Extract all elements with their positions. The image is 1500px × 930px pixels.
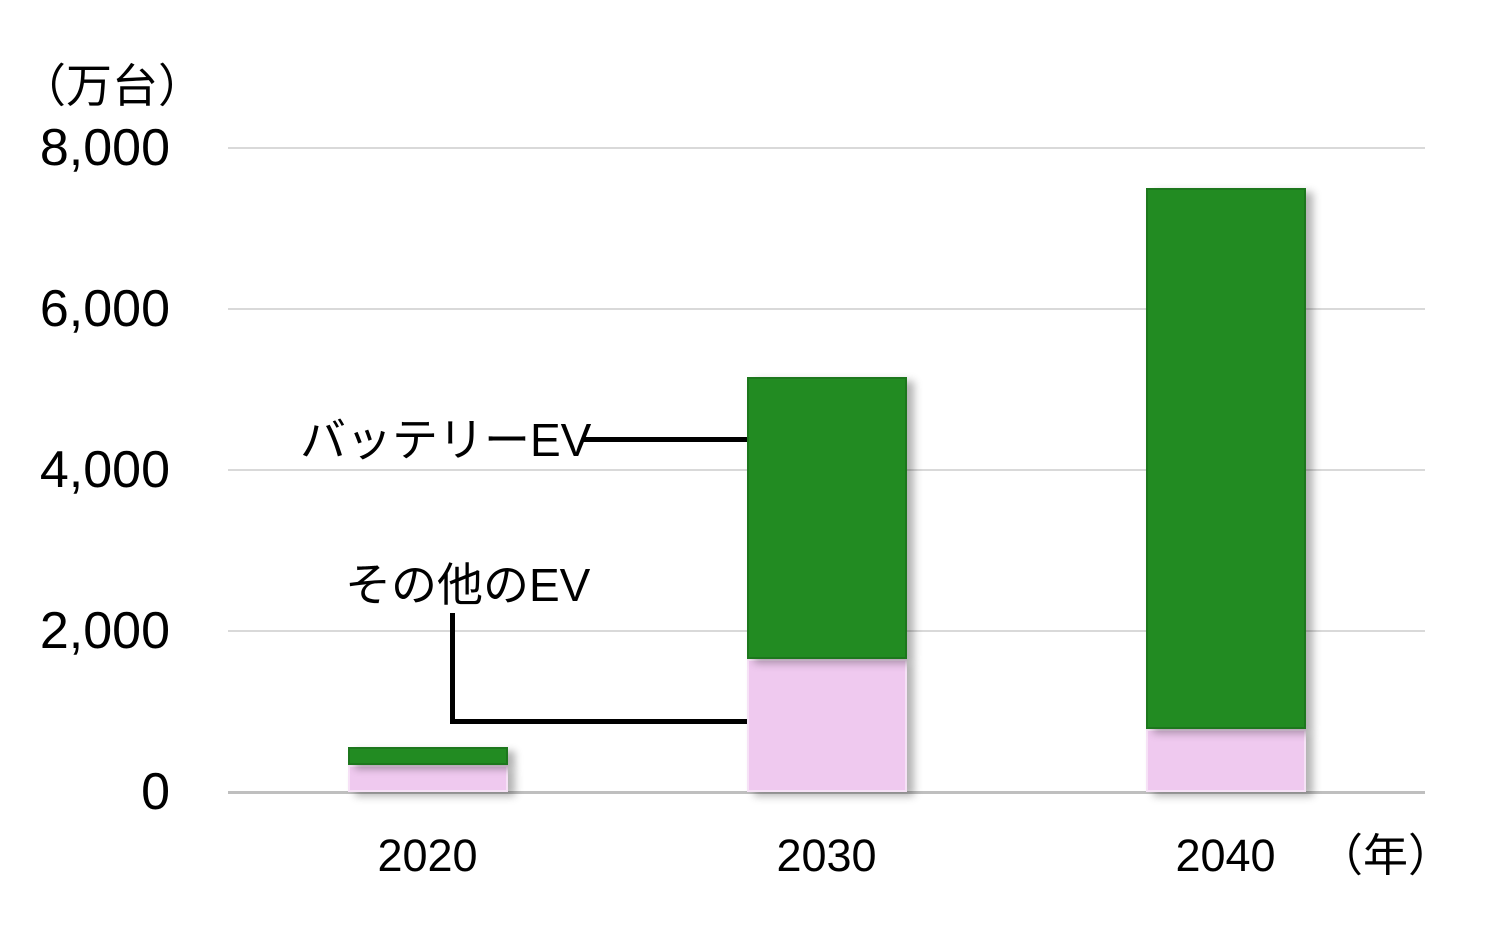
bar-2040-battery-ev: [1145, 188, 1306, 730]
bar-2020-other-ev: [347, 764, 508, 792]
x-tick-label-2040: 2040: [1175, 830, 1276, 881]
bar-2020-battery-ev: [347, 746, 508, 765]
legend-callout-other-ev-label: その他のEV: [345, 559, 591, 611]
legend-callout-battery-ev-label: バッテリーEV: [300, 414, 592, 466]
x-axis-baseline: [228, 791, 1425, 794]
bar-2040-other-ev: [1145, 729, 1306, 792]
y-tick-label-0: 0: [141, 763, 170, 821]
callout-line-other-ev-horizontal: [450, 719, 747, 724]
x-axis-unit-label: （年）: [1318, 830, 1454, 881]
y-axis-unit-label: （万台）: [20, 60, 204, 112]
bar-2030-other-ev: [746, 659, 907, 792]
callout-line-other-ev-vertical: [450, 613, 455, 723]
x-tick-label-2020: 2020: [377, 830, 478, 881]
x-tick-label-2030: 2030: [776, 830, 877, 881]
y-tick-label-4000: 4,000: [39, 441, 170, 499]
gridline-8000: [228, 147, 1425, 149]
gridline-6000: [228, 308, 1425, 310]
y-tick-label-2000: 2,000: [39, 602, 170, 660]
callout-line-battery-ev: [582, 437, 747, 442]
y-tick-label-6000: 6,000: [39, 280, 170, 338]
y-tick-label-8000: 8,000: [39, 119, 170, 177]
bar-2030-battery-ev: [746, 377, 907, 660]
